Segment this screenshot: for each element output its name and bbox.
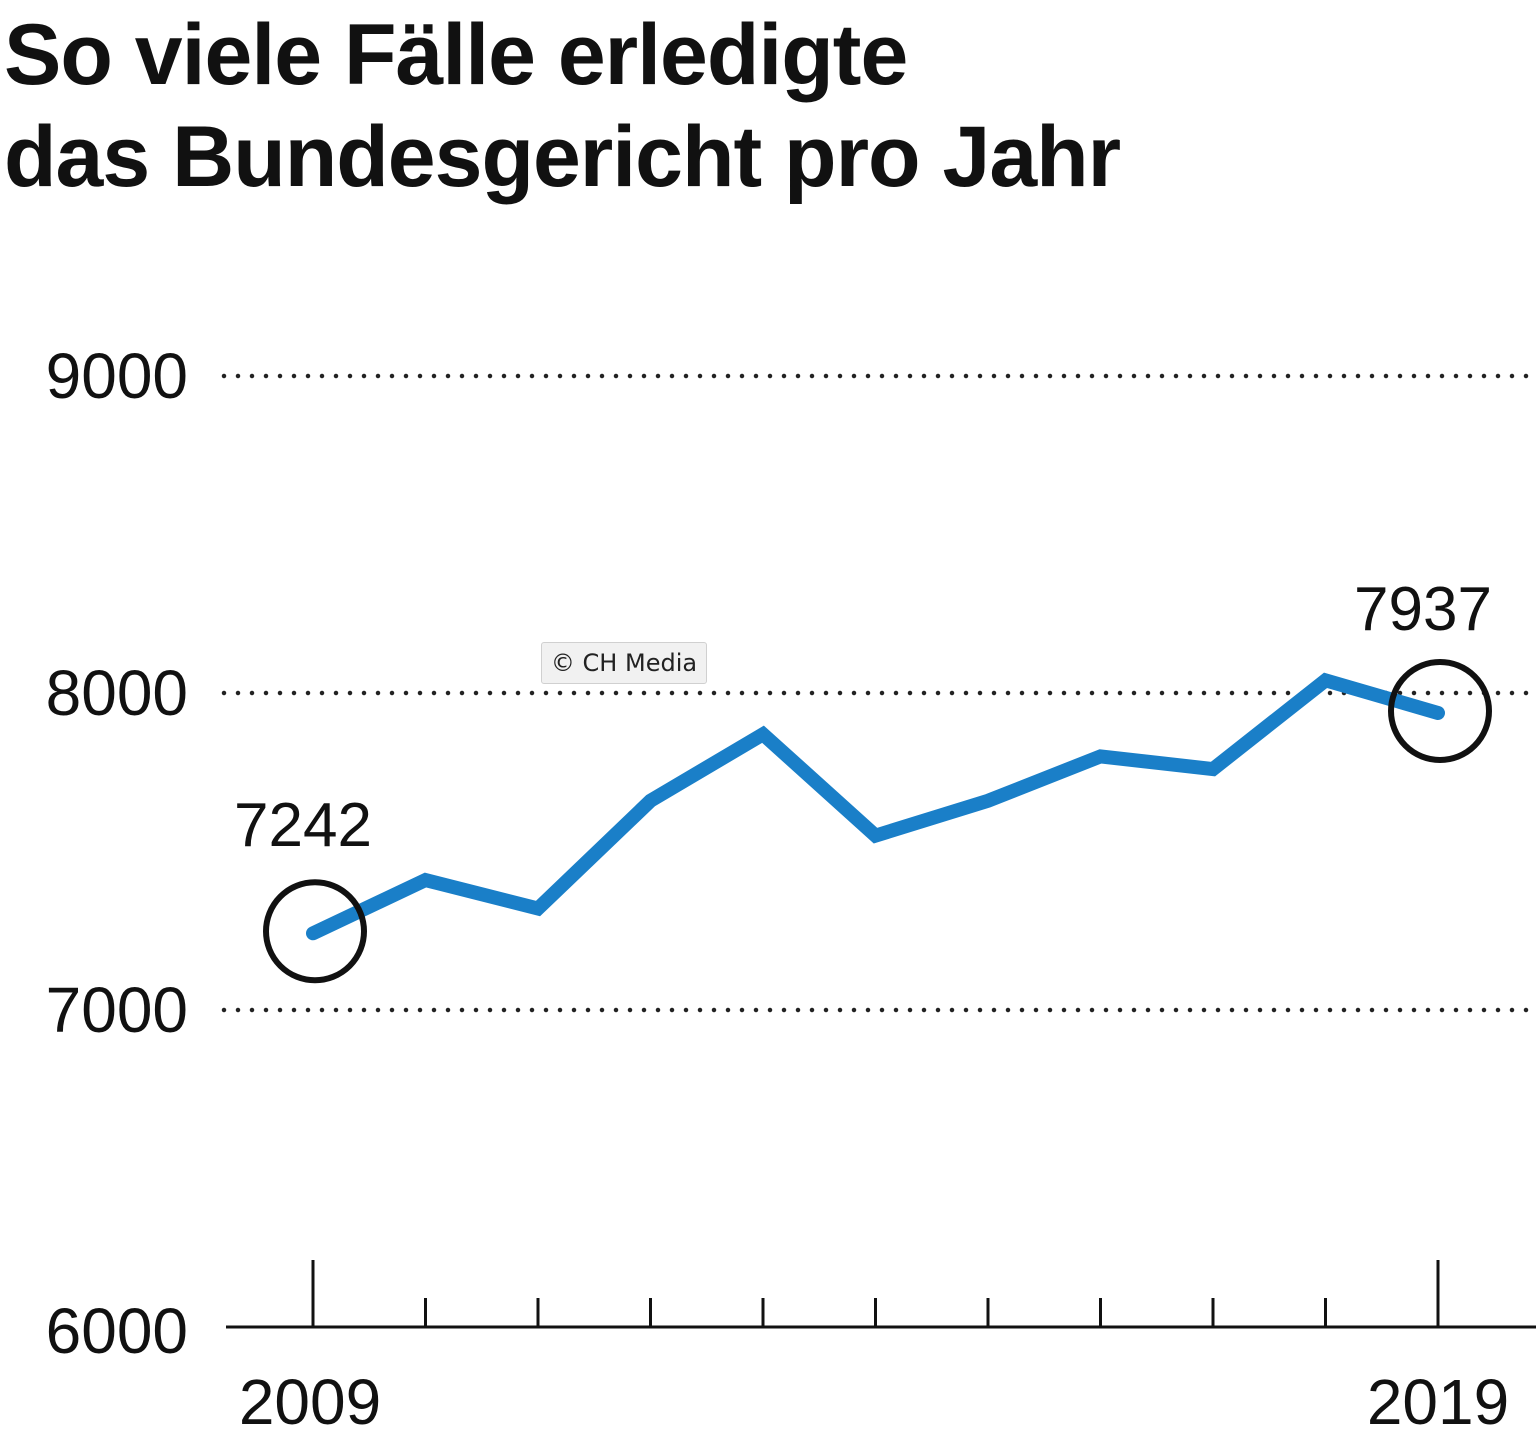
annotation-circle-2009 xyxy=(263,879,367,984)
gridlines xyxy=(221,373,1535,1013)
chart-title-line-2: das Bundesgericht pro Jahr xyxy=(4,109,1121,205)
x-ticks xyxy=(311,1260,1440,1327)
annotation-circles xyxy=(263,658,1492,984)
y-tick-label-6000: 6000 xyxy=(46,1295,188,1367)
series-line-0 xyxy=(306,672,1445,941)
chart-title-line-1: So viele Fälle erledigte xyxy=(4,7,908,103)
chart-title: So viele Fälle erledigte das Bundesgeric… xyxy=(4,4,1121,208)
annotation-labels: 7242 7937 xyxy=(234,575,1492,860)
x-axis-labels: 2009 2019 xyxy=(239,1366,1509,1438)
x-tick-label-2019: 2019 xyxy=(1367,1366,1509,1438)
annotation-circle-2019 xyxy=(1388,658,1492,763)
x-tick-label-2009: 2009 xyxy=(239,1366,381,1438)
series-lines xyxy=(306,672,1445,941)
copyright-credit: © CH Media xyxy=(541,642,707,684)
y-axis-labels: 6000 7000 8000 9000 xyxy=(46,340,188,1367)
annotation-label-2009: 7242 xyxy=(234,791,372,860)
y-tick-label-9000: 9000 xyxy=(46,340,188,412)
y-tick-label-8000: 8000 xyxy=(46,657,188,729)
annotation-label-2019: 7937 xyxy=(1354,575,1492,644)
y-tick-label-7000: 7000 xyxy=(46,974,188,1046)
